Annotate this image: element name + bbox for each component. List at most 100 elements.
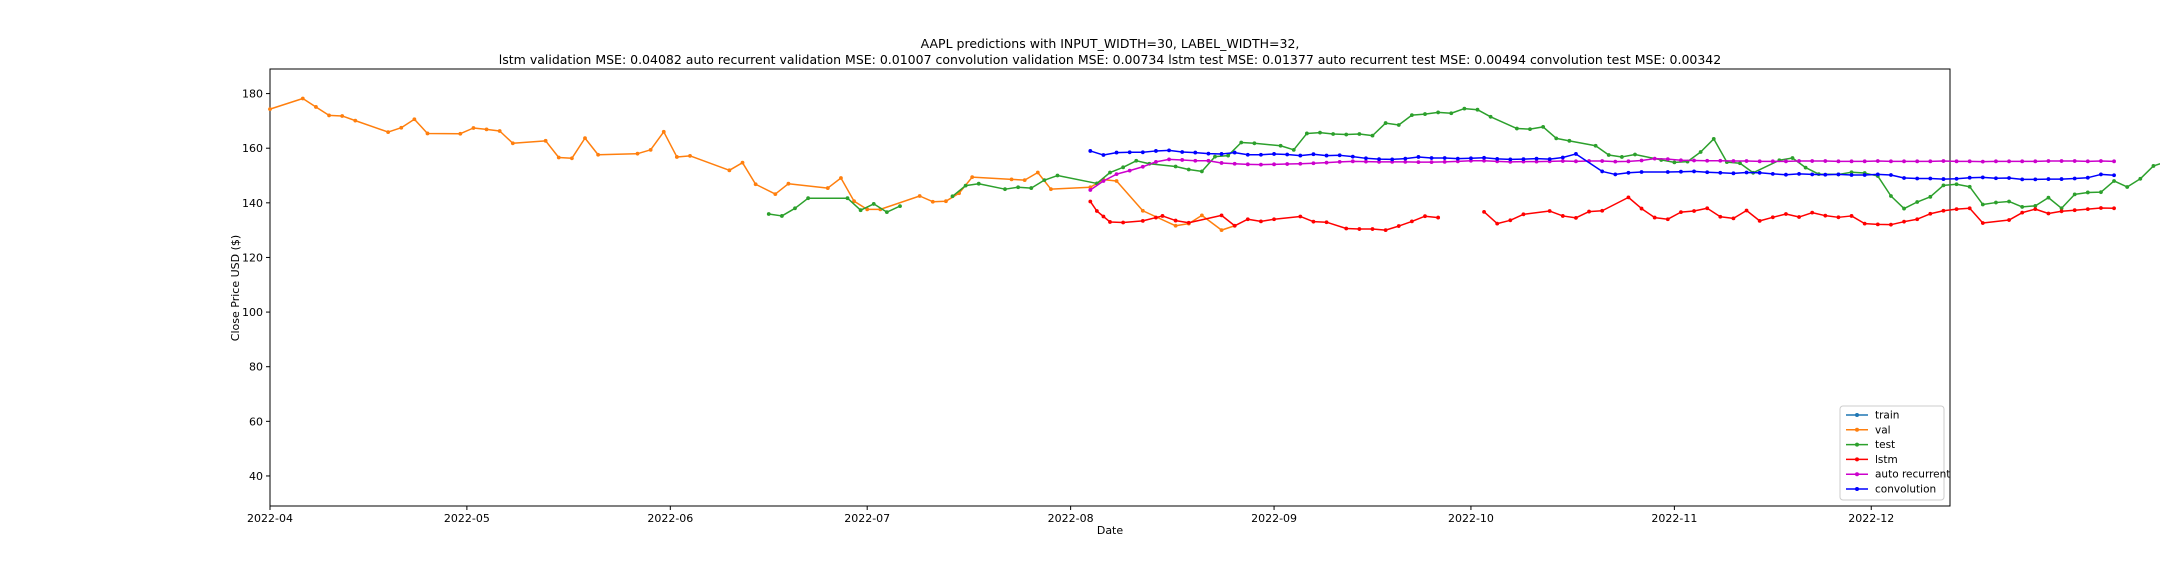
data-point-test xyxy=(976,181,981,186)
data-point-test xyxy=(1344,132,1349,137)
data-point-val xyxy=(569,156,574,161)
data-point-auto-recurrent xyxy=(1600,159,1605,163)
series-auto-recurrent xyxy=(1088,156,2116,192)
data-point-test xyxy=(1449,111,1454,116)
data-point-val xyxy=(340,114,345,118)
data-point-val xyxy=(1009,177,1014,182)
data-point-val xyxy=(740,160,745,165)
data-point-convolution xyxy=(1521,157,1526,162)
data-point-auto-recurrent xyxy=(2033,159,2038,164)
data-point-convolution xyxy=(1180,150,1185,154)
legend-marker-train xyxy=(1855,413,1859,417)
data-point-val xyxy=(1035,170,1040,175)
data-point-lstm xyxy=(1889,222,1893,227)
data-point-test xyxy=(1370,133,1375,138)
legend-label-test: test xyxy=(1875,439,1895,451)
data-point-val xyxy=(1140,208,1145,213)
data-point-auto-recurrent xyxy=(1206,158,1211,163)
data-point-auto-recurrent xyxy=(1442,159,1447,164)
data-point-auto-recurrent xyxy=(1679,158,1683,163)
data-point-lstm xyxy=(2033,207,2038,212)
data-point-val xyxy=(786,181,791,186)
data-point-convolution xyxy=(1127,150,1132,155)
data-point-convolution xyxy=(1088,149,1093,153)
data-point-auto-recurrent xyxy=(2059,159,2064,163)
data-point-convolution xyxy=(1534,156,1539,161)
data-point-convolution xyxy=(2007,176,2011,180)
data-point-test xyxy=(1606,153,1611,157)
data-point-convolution xyxy=(1114,150,1119,155)
data-point-convolution xyxy=(2099,172,2103,177)
data-point-convolution xyxy=(1600,169,1605,174)
data-point-val xyxy=(471,126,476,130)
data-point-lstm xyxy=(1423,214,1427,219)
x-axis: 2022-04 2022-05 2022-06 2022-07 2022-08 2022-… xyxy=(247,506,1894,525)
data-point-lstm xyxy=(1272,217,1276,222)
data-point-lstm xyxy=(1797,215,1801,219)
data-point-auto-recurrent xyxy=(1403,159,1408,164)
data-point-auto-recurrent xyxy=(1928,159,1933,164)
data-point-auto-recurrent xyxy=(1219,161,1224,165)
data-point-convolution xyxy=(1364,156,1368,161)
data-point-val xyxy=(944,199,948,204)
data-point-auto-recurrent xyxy=(1272,162,1276,167)
data-point-val xyxy=(1219,228,1224,233)
data-point-test xyxy=(1029,186,1034,190)
data-point-lstm xyxy=(1757,218,1762,223)
data-point-auto-recurrent xyxy=(1915,159,1920,164)
data-point-val xyxy=(268,107,272,112)
y-tick-label: 80 xyxy=(249,361,263,374)
data-point-lstm xyxy=(1600,208,1605,213)
chart-title-line-1: AAPL predictions with INPUT_WIDTH=30, LA… xyxy=(921,36,1300,51)
data-point-convolution xyxy=(1915,176,1920,181)
data-point-val xyxy=(300,96,305,101)
data-point-test xyxy=(2046,195,2051,200)
data-point-auto-recurrent xyxy=(1718,158,1723,163)
data-point-test xyxy=(950,194,955,199)
y-tick-label: 180 xyxy=(242,88,263,101)
data-point-convolution xyxy=(1784,172,1788,177)
data-point-auto-recurrent xyxy=(1429,160,1434,165)
x-tick-label: 2022-05 xyxy=(444,512,490,525)
data-point-convolution xyxy=(1875,172,1880,177)
data-point-test xyxy=(871,202,876,206)
data-point-val xyxy=(314,105,318,109)
data-point-auto-recurrent xyxy=(1285,162,1290,166)
data-point-test xyxy=(1849,170,1854,175)
data-point-convolution xyxy=(1455,156,1460,161)
data-point-auto-recurrent xyxy=(1941,159,1946,163)
data-point-lstm xyxy=(1574,215,1578,220)
series-convolution xyxy=(1088,148,2116,182)
data-point-convolution xyxy=(1810,172,1815,177)
data-point-convolution xyxy=(1219,152,1224,156)
data-point-val xyxy=(865,207,870,212)
data-point-auto-recurrent xyxy=(1613,159,1618,164)
data-point-auto-recurrent xyxy=(1994,159,1998,164)
legend-label-lstm: lstm xyxy=(1875,454,1898,466)
data-point-convolution xyxy=(1797,171,1801,176)
data-point-lstm xyxy=(1344,226,1349,231)
data-point-test xyxy=(1514,126,1519,131)
data-point-convolution xyxy=(1245,152,1250,157)
data-point-convolution xyxy=(2072,176,2077,181)
data-point-test xyxy=(1134,158,1139,163)
data-point-test xyxy=(1186,167,1191,172)
data-point-auto-recurrent xyxy=(1534,159,1539,164)
data-point-auto-recurrent xyxy=(1770,159,1775,164)
data-point-auto-recurrent xyxy=(1298,161,1303,166)
data-point-auto-recurrent xyxy=(2007,159,2011,164)
data-point-auto-recurrent xyxy=(1337,159,1342,164)
data-point-test xyxy=(1488,114,1493,119)
data-point-lstm xyxy=(1718,214,1723,219)
data-point-lstm xyxy=(1980,221,1985,225)
data-point-auto-recurrent xyxy=(1350,159,1355,164)
data-point-auto-recurrent xyxy=(1810,159,1815,163)
data-point-val xyxy=(753,182,758,187)
data-point-test xyxy=(1593,143,1598,148)
data-point-convolution xyxy=(1705,170,1710,175)
series-line-lstm xyxy=(1483,196,2115,226)
data-point-lstm xyxy=(1245,217,1250,222)
x-tick-label: 2022-07 xyxy=(844,512,890,525)
